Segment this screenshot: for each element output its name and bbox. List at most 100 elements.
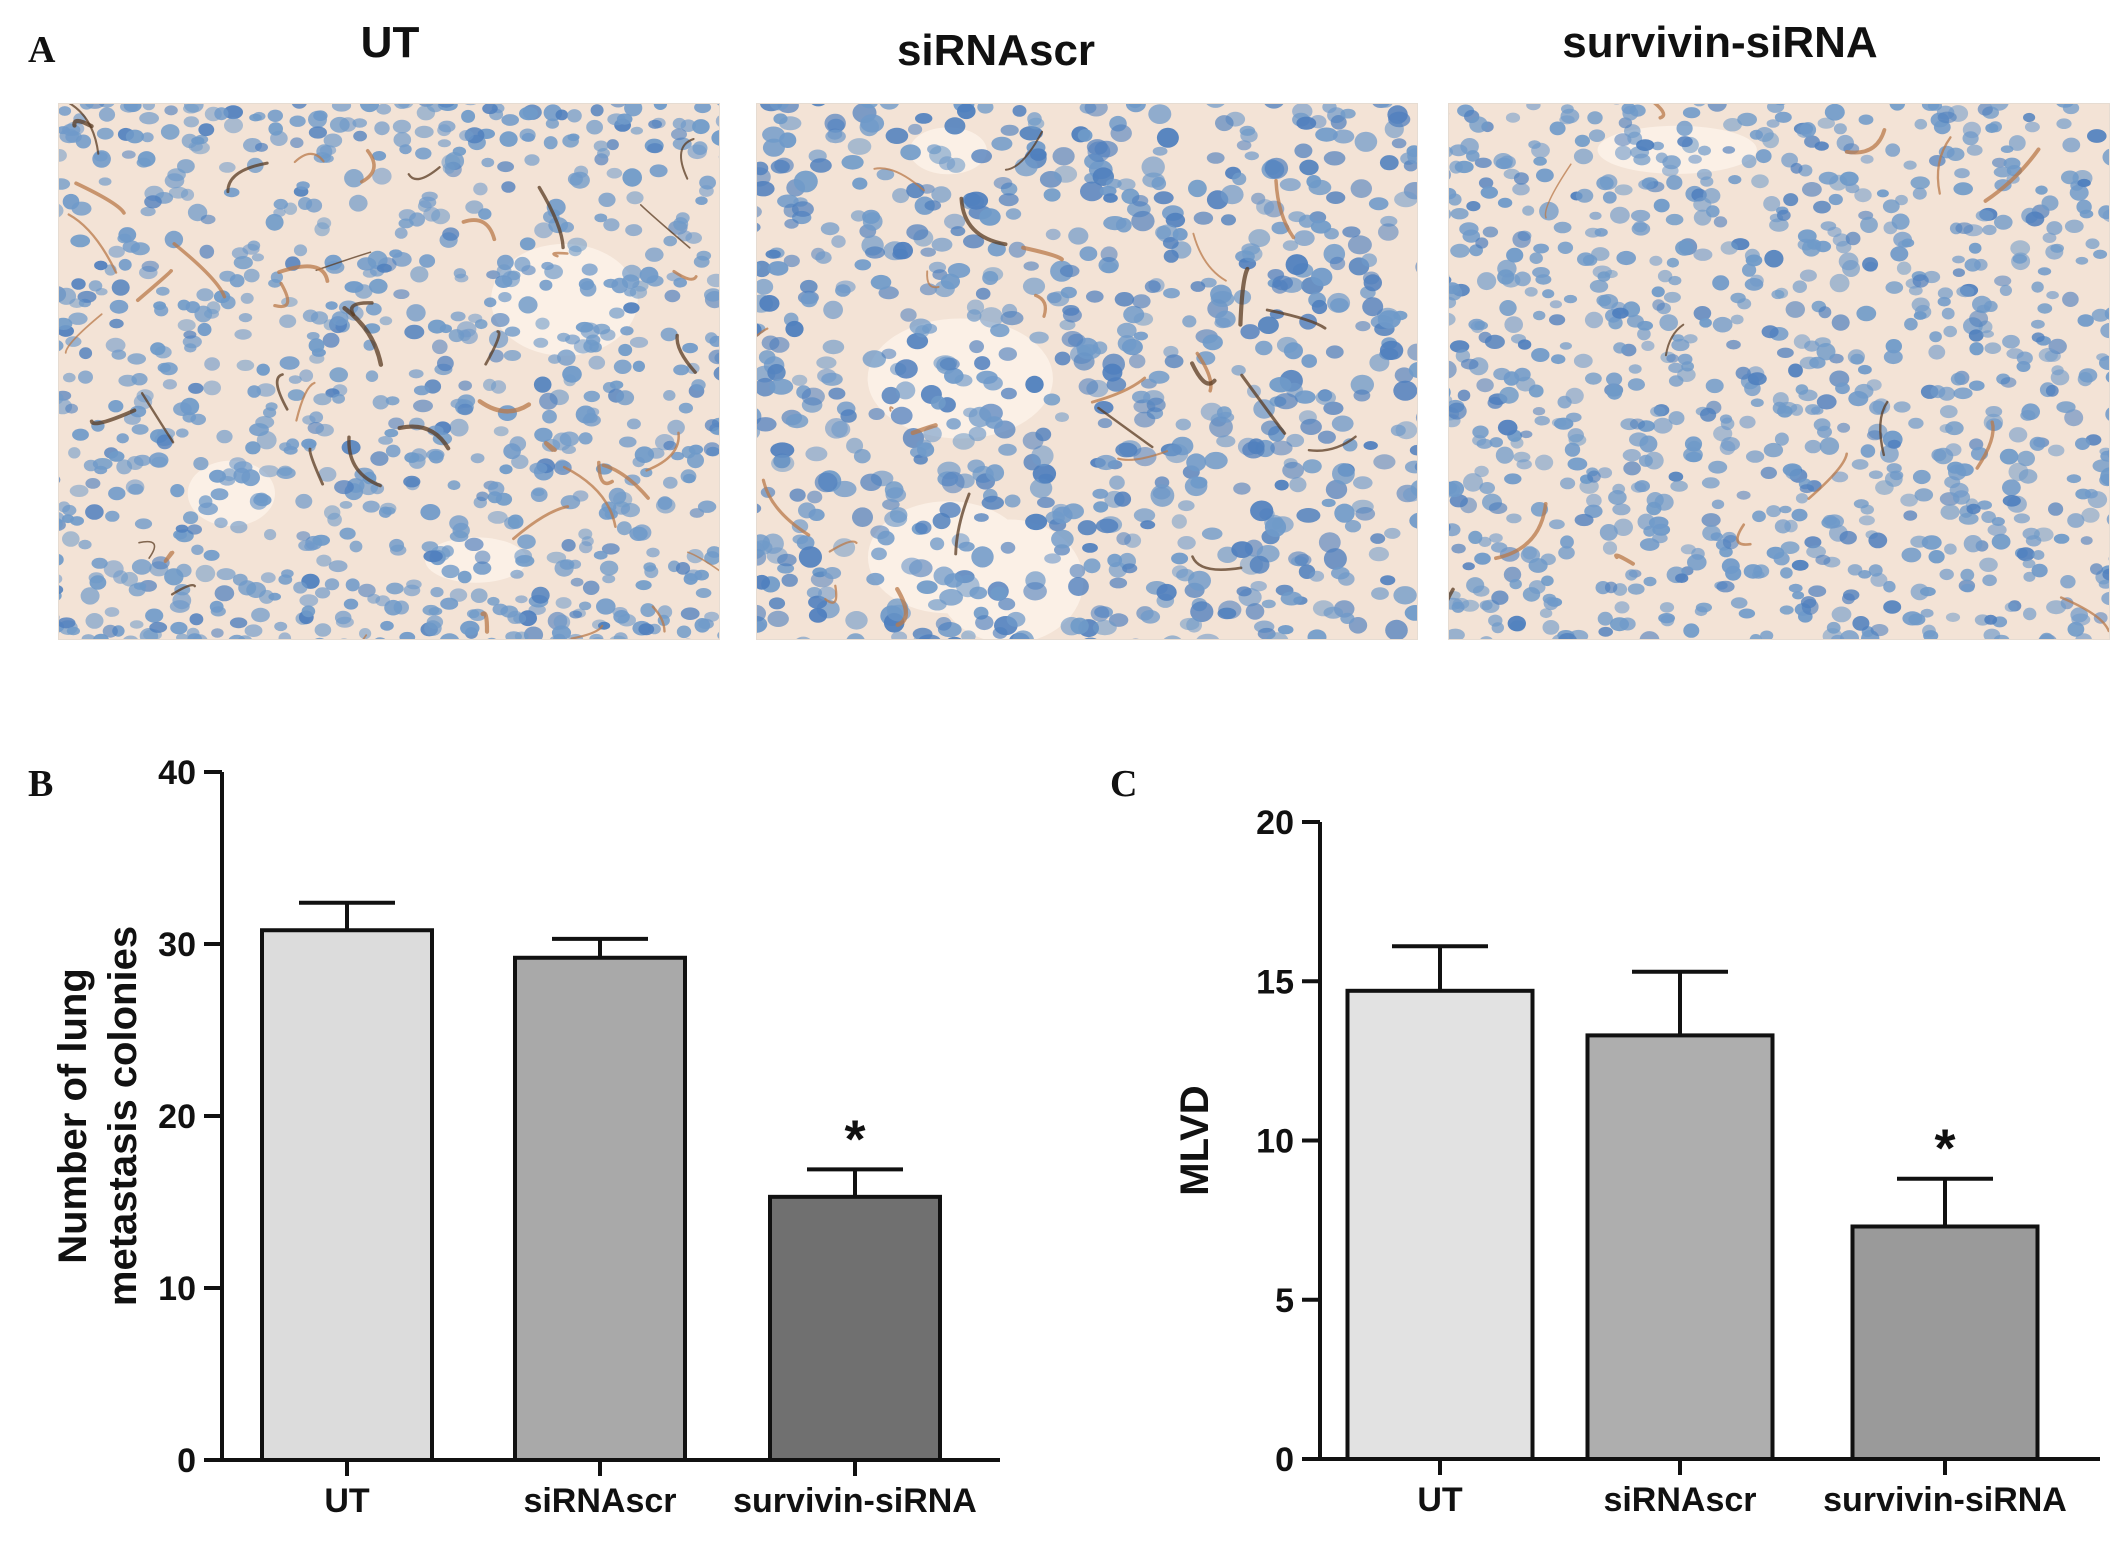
cell-nucleus bbox=[1240, 128, 1258, 143]
cell-nucleus bbox=[374, 121, 390, 136]
cell-nucleus bbox=[1945, 612, 1961, 622]
cell-nucleus bbox=[939, 589, 963, 606]
cell-nucleus bbox=[1055, 412, 1069, 422]
cell-nucleus bbox=[2102, 148, 2109, 166]
cell-nucleus bbox=[484, 297, 497, 308]
cell-nucleus bbox=[1449, 402, 1467, 420]
cell-nucleus bbox=[1682, 107, 1701, 119]
cell-nucleus bbox=[603, 218, 620, 232]
cell-nucleus bbox=[195, 564, 216, 583]
cell-nucleus bbox=[2060, 575, 2076, 589]
cell-nucleus bbox=[1612, 307, 1629, 319]
cell-nucleus bbox=[1646, 492, 1664, 508]
cell-nucleus bbox=[2067, 513, 2085, 528]
cell-nucleus bbox=[513, 613, 527, 624]
cell-nucleus bbox=[1854, 188, 1872, 203]
cell-nucleus bbox=[1675, 573, 1689, 583]
cell-nucleus bbox=[1541, 575, 1554, 587]
cell-nucleus bbox=[2046, 291, 2059, 300]
cell-nucleus bbox=[1480, 636, 1493, 639]
cell-nucleus bbox=[1308, 179, 1332, 196]
cell-nucleus bbox=[1466, 201, 1481, 212]
cell-nucleus bbox=[1614, 184, 1633, 196]
stained-vessel bbox=[959, 196, 1008, 247]
cell-nucleus bbox=[2099, 474, 2109, 487]
cell-nucleus bbox=[1952, 490, 1971, 505]
stained-vessel bbox=[1097, 406, 1154, 449]
cell-nucleus bbox=[1767, 104, 1785, 113]
cell-nucleus bbox=[553, 614, 571, 630]
cell-nucleus bbox=[449, 515, 469, 532]
cell-nucleus bbox=[717, 632, 719, 639]
cell-nucleus bbox=[1415, 413, 1417, 422]
cell-nucleus bbox=[519, 106, 538, 121]
cell-nucleus bbox=[1000, 541, 1016, 554]
cell-nucleus bbox=[759, 295, 780, 312]
cell-nucleus bbox=[1860, 444, 1876, 458]
cell-nucleus bbox=[386, 582, 404, 595]
cell-nucleus bbox=[532, 488, 545, 497]
cell-nucleus bbox=[238, 313, 253, 323]
cell-nucleus bbox=[1125, 104, 1146, 113]
cell-nucleus bbox=[1929, 331, 1942, 343]
cell-nucleus bbox=[1250, 581, 1267, 592]
cell-nucleus bbox=[1716, 580, 1735, 593]
cell-nucleus bbox=[1342, 226, 1361, 238]
cell-nucleus bbox=[2075, 256, 2089, 265]
cell-nucleus bbox=[1991, 533, 2011, 550]
cell-nucleus bbox=[1407, 148, 1417, 164]
cell-nucleus bbox=[1883, 600, 1902, 614]
cell-nucleus bbox=[805, 446, 828, 462]
cell-nucleus bbox=[1999, 284, 2012, 296]
cell-nucleus bbox=[1814, 141, 1829, 151]
cell-nucleus bbox=[535, 317, 550, 330]
stained-vessel bbox=[1090, 376, 1147, 404]
cell-nucleus bbox=[814, 472, 838, 493]
cell-nucleus bbox=[954, 374, 973, 387]
cell-nucleus bbox=[104, 607, 120, 617]
cell-nucleus bbox=[703, 442, 719, 457]
cell-nucleus bbox=[1023, 261, 1039, 271]
cell-nucleus bbox=[961, 630, 976, 639]
cell-nucleus bbox=[2022, 559, 2036, 569]
micrograph-ut bbox=[58, 103, 720, 640]
cell-nucleus bbox=[916, 580, 938, 594]
cell-nucleus bbox=[414, 125, 434, 139]
cell-nucleus bbox=[952, 433, 975, 450]
cell-nucleus bbox=[531, 586, 550, 604]
cell-nucleus bbox=[79, 347, 93, 360]
cell-nucleus bbox=[344, 169, 364, 188]
cell-nucleus bbox=[846, 633, 865, 639]
cell-nucleus bbox=[1809, 356, 1826, 369]
cell-nucleus bbox=[1092, 488, 1109, 499]
cell-nucleus bbox=[419, 254, 436, 268]
stained-vessel bbox=[68, 104, 100, 155]
cell-nucleus bbox=[1622, 449, 1641, 462]
cell-nucleus bbox=[593, 323, 611, 335]
cell-nucleus bbox=[1608, 316, 1623, 330]
cell-nucleus bbox=[1675, 240, 1694, 256]
cell-nucleus bbox=[1347, 235, 1372, 255]
cell-nucleus bbox=[1766, 119, 1780, 128]
cell-nucleus bbox=[461, 109, 476, 123]
cell-nucleus bbox=[457, 403, 474, 416]
cell-nucleus bbox=[406, 304, 426, 322]
cell-nucleus bbox=[299, 594, 319, 607]
cell-nucleus bbox=[442, 227, 460, 241]
cell-nucleus bbox=[1059, 264, 1080, 278]
cell-nucleus bbox=[1722, 146, 1736, 154]
cell-nucleus bbox=[256, 363, 270, 376]
cell-nucleus bbox=[1231, 365, 1246, 376]
cell-nucleus bbox=[394, 227, 408, 239]
cell-nucleus bbox=[1900, 493, 1918, 507]
cell-nucleus bbox=[278, 632, 292, 639]
cell-nucleus bbox=[2093, 249, 2108, 259]
bar-sirnascr bbox=[513, 955, 687, 1462]
cell-nucleus bbox=[198, 123, 215, 137]
y-tick-label: 10 bbox=[158, 1270, 196, 1308]
cell-nucleus bbox=[2031, 563, 2048, 578]
cell-nucleus bbox=[946, 418, 961, 430]
cell-nucleus bbox=[1639, 435, 1658, 453]
cell-nucleus bbox=[645, 247, 664, 262]
cell-nucleus bbox=[216, 568, 236, 581]
